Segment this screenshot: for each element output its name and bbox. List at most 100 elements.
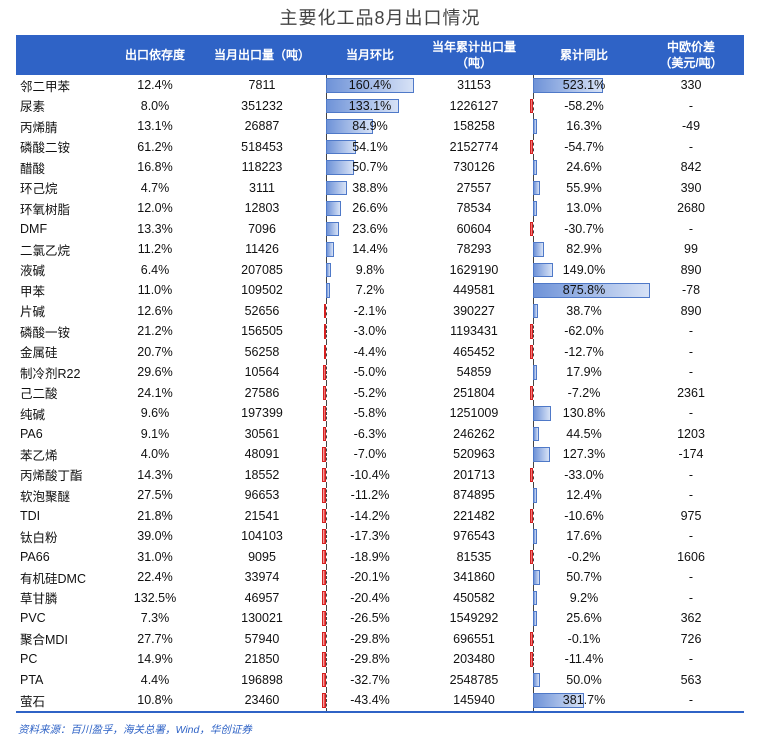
table-row: 萤石 10.8% 23460 -43.4% 145940 381.7% - bbox=[16, 690, 744, 713]
spread-cell: 890 bbox=[680, 303, 702, 318]
mom-bar bbox=[326, 262, 332, 277]
dep-cell: 6.4% bbox=[140, 262, 170, 277]
yoy-axis bbox=[533, 218, 534, 239]
mom-value: -5.0% bbox=[353, 365, 387, 380]
yoy-value: -62.0% bbox=[564, 324, 604, 339]
table-row: PVC 7.3% 130021 -26.5% 1549292 25.6% 362 bbox=[16, 608, 744, 629]
qty-cell: 11426 bbox=[245, 242, 279, 257]
qty-cell: 48091 bbox=[244, 447, 280, 462]
qty-cell: 30561 bbox=[244, 426, 280, 441]
mom-value: -26.5% bbox=[350, 611, 390, 626]
mom-bar bbox=[322, 426, 326, 441]
yoy-bar bbox=[530, 467, 533, 482]
qty-cell: 518453 bbox=[241, 139, 283, 154]
mom-cell: 23.6% bbox=[322, 218, 418, 239]
name-cell: PC bbox=[20, 652, 38, 667]
yoy-value: -54.7% bbox=[564, 139, 604, 154]
mom-bar bbox=[322, 529, 326, 544]
mom-value: 50.7% bbox=[352, 160, 388, 175]
dep-cell: 13.1% bbox=[137, 119, 173, 134]
mom-bar bbox=[326, 283, 330, 298]
mom-bar bbox=[322, 672, 326, 687]
dep-cell: 20.7% bbox=[137, 344, 173, 359]
mom-value: 160.4% bbox=[348, 78, 392, 93]
mom-bar bbox=[326, 242, 334, 257]
cum-cell: 2548785 bbox=[449, 672, 499, 687]
mom-bar bbox=[322, 488, 326, 503]
mom-bar bbox=[322, 406, 326, 421]
dep-cell: 132.5% bbox=[133, 590, 177, 605]
table-row: 磷酸二铵 61.2% 518453 54.1% 2152774 -54.7% - bbox=[16, 136, 744, 157]
yoy-bar bbox=[533, 426, 539, 441]
qty-cell: 26887 bbox=[244, 119, 280, 134]
mom-cell: -32.7% bbox=[322, 669, 418, 690]
mom-bar bbox=[322, 611, 326, 626]
table-row: 尿素 8.0% 351232 133.1% 1226127 -58.2% - bbox=[16, 95, 744, 116]
name-cell: 金属硅 bbox=[20, 346, 58, 361]
mom-cell: 54.1% bbox=[322, 136, 418, 157]
mom-value: 9.8% bbox=[355, 262, 385, 277]
qty-cell: 57940 bbox=[244, 631, 280, 646]
yoy-bar bbox=[533, 590, 537, 605]
name-cell: PA6 bbox=[20, 426, 43, 441]
spread-cell: 975 bbox=[680, 508, 702, 523]
yoy-cell: 55.9% bbox=[530, 177, 638, 198]
mom-bar bbox=[326, 180, 348, 195]
yoy-bar bbox=[533, 160, 537, 175]
yoy-bar bbox=[533, 447, 551, 462]
mom-value: 14.4% bbox=[352, 242, 388, 257]
cum-cell: 158258 bbox=[453, 119, 495, 134]
yoy-bar bbox=[533, 201, 537, 216]
mom-value: -32.7% bbox=[350, 672, 390, 687]
table-row: 甲苯 11.0% 109502 7.2% 449581 875.8% -78 bbox=[16, 280, 744, 301]
table-row: 液碱 6.4% 207085 9.8% 1629190 149.0% 890 bbox=[16, 259, 744, 280]
yoy-cell: 381.7% bbox=[530, 690, 638, 713]
yoy-bar bbox=[533, 262, 553, 277]
dep-cell: 21.8% bbox=[137, 508, 173, 523]
qty-cell: 197399 bbox=[241, 406, 283, 421]
yoy-cell: 25.6% bbox=[530, 608, 638, 629]
yoy-bar bbox=[530, 631, 533, 646]
dep-cell: 11.2% bbox=[137, 242, 173, 257]
mom-axis bbox=[326, 608, 327, 629]
yoy-axis bbox=[533, 341, 534, 362]
name-cell: 醋酸 bbox=[20, 161, 46, 176]
yoy-bar bbox=[530, 139, 533, 154]
mom-cell: 160.4% bbox=[322, 75, 418, 96]
mom-value: -3.0% bbox=[353, 324, 387, 339]
mom-cell: -18.9% bbox=[322, 546, 418, 567]
yoy-cell: -30.7% bbox=[530, 218, 638, 239]
qty-cell: 7811 bbox=[248, 78, 276, 93]
yoy-value: 9.2% bbox=[569, 590, 599, 605]
cum-cell: 2152774 bbox=[449, 139, 499, 154]
name-cell: 甲苯 bbox=[20, 284, 46, 299]
name-cell: 环己烷 bbox=[20, 182, 58, 197]
qty-cell: 9095 bbox=[248, 549, 276, 564]
yoy-cell: 17.9% bbox=[530, 362, 638, 383]
yoy-cell: 24.6% bbox=[530, 157, 638, 178]
name-cell: 二氯乙烷 bbox=[20, 243, 71, 258]
cum-cell: 145940 bbox=[418, 690, 530, 713]
name-cell: 钛白粉 bbox=[20, 530, 58, 545]
mom-bar bbox=[326, 221, 339, 236]
dep-cell: 9.6% bbox=[140, 406, 170, 421]
spread-cell: 2680 bbox=[677, 201, 705, 216]
header-product bbox=[16, 35, 108, 75]
name-cell: 软泡聚醚 bbox=[20, 489, 71, 504]
yoy-cell: -0.2% bbox=[530, 546, 638, 567]
cum-cell: 251804 bbox=[453, 385, 495, 400]
cum-cell: 78293 bbox=[456, 242, 492, 257]
dep-cell: 14.9% bbox=[137, 652, 173, 667]
yoy-bar bbox=[533, 672, 540, 687]
mom-cell: -17.3% bbox=[322, 526, 418, 547]
mom-axis bbox=[326, 587, 327, 608]
yoy-value: 149.0% bbox=[562, 262, 606, 277]
spread-cell: 99 bbox=[684, 242, 698, 257]
dep-cell: 8.0% bbox=[140, 98, 170, 113]
mom-axis bbox=[326, 546, 327, 567]
mom-bar bbox=[326, 160, 354, 175]
mom-bar bbox=[322, 549, 326, 564]
table-row: 纯碱 9.6% 197399 -5.8% 1251009 130.8% - bbox=[16, 403, 744, 424]
yoy-cell: 17.6% bbox=[530, 526, 638, 547]
mom-value: -10.4% bbox=[350, 467, 390, 482]
